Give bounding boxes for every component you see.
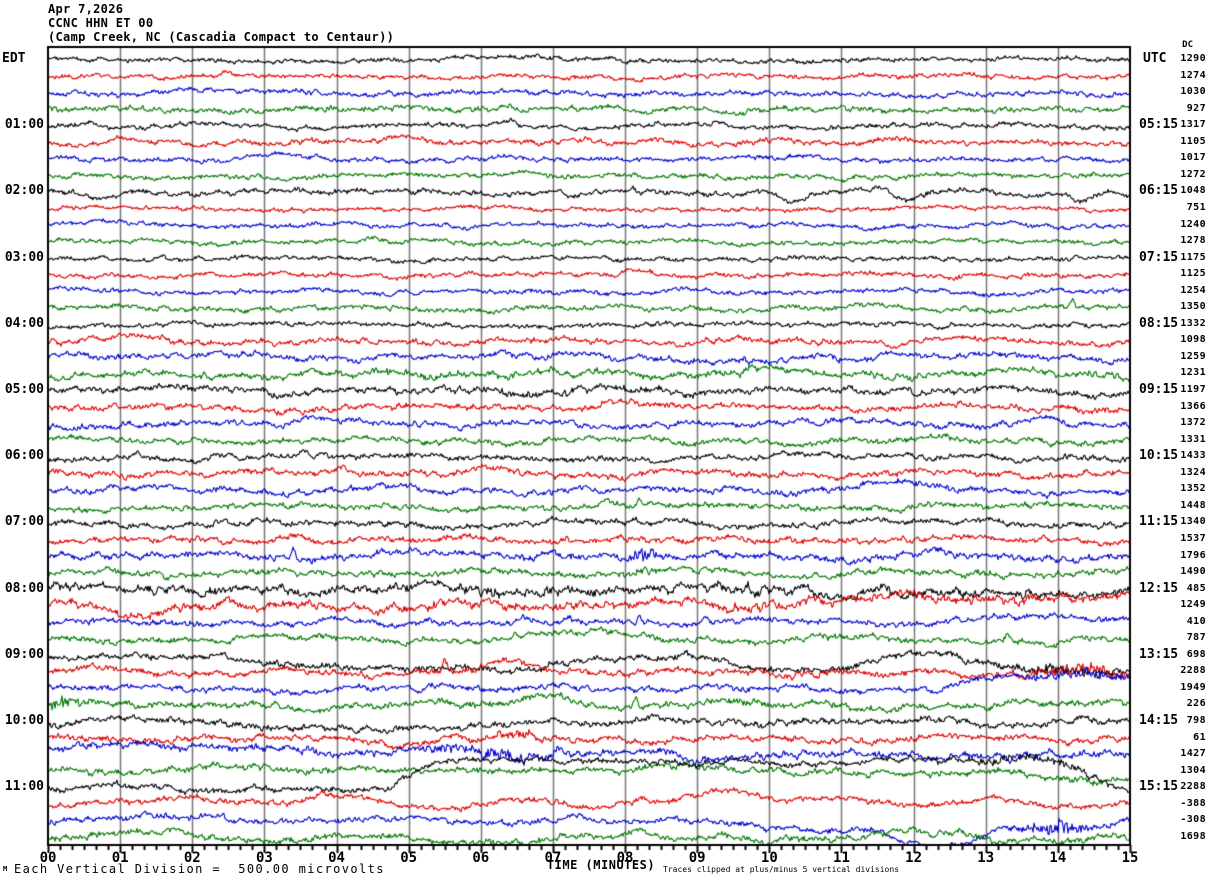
dc-value: 927 [1186, 102, 1206, 114]
dc-value: 1231 [1180, 367, 1206, 379]
dc-value: 1105 [1180, 135, 1206, 147]
dc-value: 1352 [1180, 483, 1206, 495]
edt-axis-label: EDT [2, 51, 26, 66]
edt-hour-label: 02:00 [4, 183, 44, 199]
dc-value: 1324 [1180, 466, 1206, 478]
dc-value: -388 [1180, 797, 1206, 809]
dc-value: 1537 [1180, 532, 1206, 544]
corner-mark: M [3, 865, 8, 873]
dc-value: 1796 [1180, 549, 1206, 561]
x-tick-label: 12 [905, 850, 923, 866]
dc-column-header: DC [1182, 40, 1193, 50]
dc-value: 1372 [1180, 417, 1206, 429]
dc-value: 1433 [1180, 450, 1206, 462]
dc-value: -308 [1180, 814, 1206, 826]
dc-value: 1017 [1180, 152, 1206, 164]
utc-axis-label: UTC [1143, 51, 1167, 66]
edt-hour-label: 06:00 [4, 448, 44, 464]
edt-hour-label: 09:00 [4, 646, 44, 662]
edt-hour-label: 07:00 [4, 514, 44, 530]
utc-hour-label: 14:15 [1139, 713, 1179, 728]
dc-value: 1249 [1180, 599, 1206, 611]
dc-value: 1274 [1180, 69, 1206, 81]
dc-value: 1366 [1180, 400, 1206, 412]
x-tick-label: 03 [255, 850, 273, 866]
utc-hour-label: 11:15 [1139, 514, 1179, 530]
utc-hour-label: 12:15 [1139, 580, 1179, 596]
title-date: Apr 7,2026 [48, 2, 124, 16]
edt-hour-label: 03:00 [4, 249, 44, 265]
title-station: CCNC HHN ET 00 [48, 16, 154, 30]
title-location: (Camp Creek, NC (Cascadia Compact to Cen… [48, 30, 395, 44]
utc-hour-label: 15:15 [1139, 779, 1179, 795]
dc-value: 1332 [1180, 317, 1206, 329]
x-tick-label: 08 [616, 850, 634, 866]
dc-value: 1350 [1180, 301, 1206, 313]
edt-hour-label: 04:00 [4, 315, 44, 331]
dc-value: 1317 [1180, 119, 1206, 131]
clip-note: Traces clipped at plus/minus 5 vertical … [663, 865, 900, 874]
x-tick-label: 01 [111, 850, 129, 866]
dc-value: 1048 [1180, 185, 1206, 197]
utc-hour-label: 09:15 [1139, 382, 1179, 397]
x-tick-label: 10 [760, 850, 778, 866]
utc-hour-label: 05:15 [1139, 117, 1179, 133]
x-tick-label: 07 [544, 850, 562, 866]
dc-value: 1331 [1180, 433, 1206, 445]
dc-value: 1340 [1180, 516, 1206, 528]
x-tick-label: 05 [400, 850, 418, 866]
x-tick-label: 14 [1049, 850, 1067, 866]
x-tick-label: 15 [1121, 850, 1139, 866]
edt-hour-label: 11:00 [4, 779, 44, 795]
edt-hour-label: 10:00 [4, 713, 44, 728]
dc-value: 1098 [1180, 334, 1206, 346]
dc-value: 787 [1186, 632, 1206, 644]
x-tick-label: 13 [977, 850, 995, 866]
dc-value: 1175 [1180, 251, 1206, 263]
dc-value: 751 [1186, 201, 1206, 213]
x-tick-label: 00 [39, 850, 57, 866]
x-axis-title: TIME (MINUTES) [546, 858, 656, 872]
x-tick-label: 11 [833, 850, 850, 866]
dc-value: 1030 [1180, 86, 1206, 98]
dc-value: 2288 [1180, 665, 1206, 677]
scale-note: Each Vertical Division = 500.00 microvol… [14, 862, 385, 876]
edt-hour-label: 05:00 [4, 382, 44, 397]
dc-value: 1254 [1180, 284, 1206, 296]
dc-value: 1278 [1180, 235, 1206, 247]
dc-value: 226 [1186, 698, 1206, 710]
dc-value: 1259 [1180, 350, 1206, 362]
dc-value: 1304 [1180, 764, 1206, 776]
dc-value: 1240 [1180, 218, 1206, 230]
dc-value: 798 [1186, 715, 1206, 726]
dc-value: 1125 [1180, 268, 1206, 280]
dc-value: 698 [1186, 648, 1206, 660]
utc-hour-label: 10:15 [1139, 448, 1179, 464]
dc-value: 1448 [1180, 499, 1206, 511]
utc-hour-label: 13:15 [1139, 646, 1179, 662]
dc-value: 410 [1186, 615, 1206, 627]
dc-value: 2288 [1180, 781, 1206, 793]
dc-value: 1272 [1180, 168, 1206, 180]
x-tick-label: 04 [328, 850, 345, 866]
dc-value: 1290 [1180, 53, 1206, 64]
dc-value: 1698 [1180, 830, 1206, 842]
x-tick-label: 02 [183, 850, 201, 866]
x-tick-label: 09 [688, 850, 706, 866]
utc-hour-label: 06:15 [1139, 183, 1179, 199]
utc-hour-label: 07:15 [1139, 249, 1179, 265]
x-tick-label: 06 [472, 850, 490, 866]
dc-value: 1949 [1180, 681, 1206, 693]
edt-hour-label: 01:00 [4, 117, 44, 133]
dc-value: 1197 [1180, 384, 1206, 395]
dc-value: 485 [1186, 582, 1206, 594]
dc-value: 1490 [1180, 566, 1206, 578]
dc-value: 61 [1193, 731, 1206, 743]
utc-hour-label: 08:15 [1139, 315, 1179, 331]
dc-value: 1427 [1180, 748, 1206, 760]
edt-hour-label: 08:00 [4, 580, 44, 596]
